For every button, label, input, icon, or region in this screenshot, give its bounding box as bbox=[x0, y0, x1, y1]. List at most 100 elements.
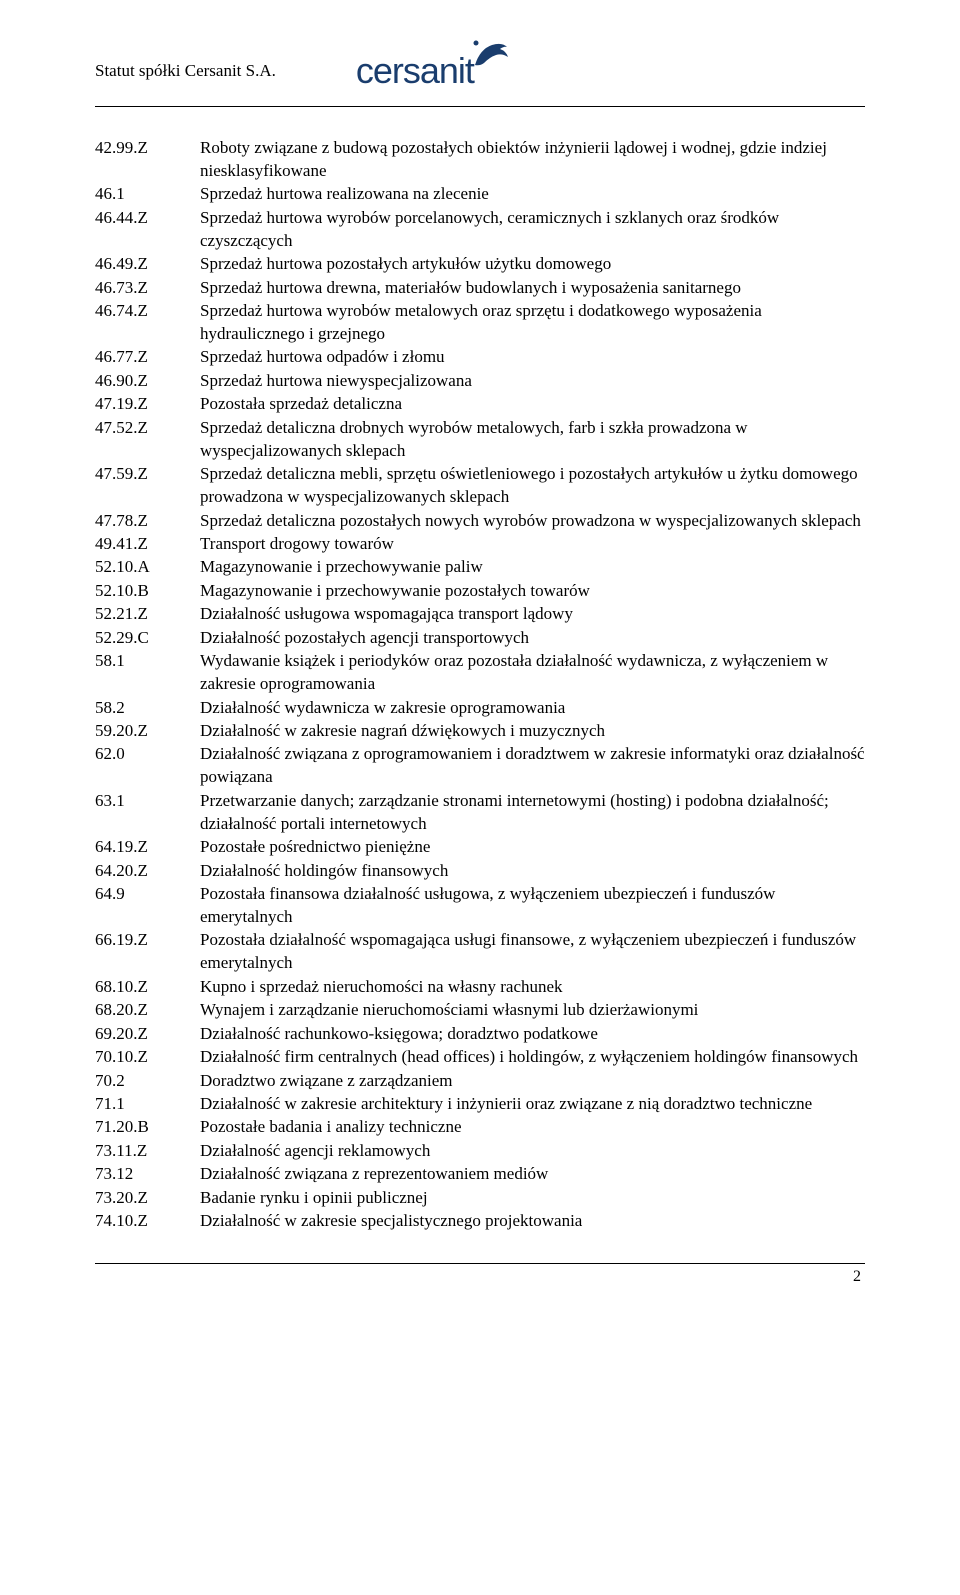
list-item: 71.20.BPozostałe badania i analizy techn… bbox=[95, 1116, 865, 1139]
list-item: 71.1Działalność w zakresie architektury … bbox=[95, 1093, 865, 1116]
list-item: 68.20.ZWynajem i zarządzanie nieruchomoś… bbox=[95, 999, 865, 1022]
activity-code: 42.99.Z bbox=[95, 137, 200, 160]
list-item: 46.90.ZSprzedaż hurtowa niewyspecjalizow… bbox=[95, 370, 865, 393]
activity-code: 64.9 bbox=[95, 883, 200, 906]
list-item: 59.20.ZDziałalność w zakresie nagrań dźw… bbox=[95, 720, 865, 743]
activity-code: 68.20.Z bbox=[95, 999, 200, 1022]
list-item: 63.1Przetwarzanie danych; zarządzanie st… bbox=[95, 790, 865, 836]
activity-code: 47.52.Z bbox=[95, 417, 200, 440]
activity-description: Działalność wydawnicza w zakresie oprogr… bbox=[200, 697, 865, 720]
activity-description: Kupno i sprzedaż nieruchomości na własny… bbox=[200, 976, 865, 999]
activity-code: 47.78.Z bbox=[95, 510, 200, 533]
activity-code: 73.12 bbox=[95, 1163, 200, 1186]
activity-code: 46.49.Z bbox=[95, 253, 200, 276]
activity-code: 69.20.Z bbox=[95, 1023, 200, 1046]
activity-description: Pozostała działalność wspomagająca usług… bbox=[200, 929, 865, 975]
list-item: 46.49.ZSprzedaż hurtowa pozostałych arty… bbox=[95, 253, 865, 276]
list-item: 64.20.ZDziałalność holdingów finansowych bbox=[95, 860, 865, 883]
list-item: 47.52.ZSprzedaż detaliczna drobnych wyro… bbox=[95, 417, 865, 463]
list-item: 70.10.ZDziałalność firm centralnych (hea… bbox=[95, 1046, 865, 1069]
list-item: 47.19.ZPozostała sprzedaż detaliczna bbox=[95, 393, 865, 416]
activity-code: 71.1 bbox=[95, 1093, 200, 1116]
page-number: 2 bbox=[95, 1268, 865, 1286]
footer-divider bbox=[95, 1263, 865, 1264]
page-header: Statut spółki Cersanit S.A. cersanit bbox=[95, 50, 865, 100]
list-item: 73.11.ZDziałalność agencji reklamowych bbox=[95, 1140, 865, 1163]
activity-description: Magazynowanie i przechowywanie paliw bbox=[200, 556, 865, 579]
activity-description: Działalność w zakresie nagrań dźwiękowyc… bbox=[200, 720, 865, 743]
activity-description: Transport drogowy towarów bbox=[200, 533, 865, 556]
activity-description: Pozostała finansowa działalność usługowa… bbox=[200, 883, 865, 929]
activity-code: 70.10.Z bbox=[95, 1046, 200, 1069]
activity-description: Sprzedaż hurtowa wyrobów porcelanowych, … bbox=[200, 207, 865, 253]
activity-description: Roboty związane z budową pozostałych obi… bbox=[200, 137, 865, 183]
list-item: 52.29.CDziałalność pozostałych agencji t… bbox=[95, 627, 865, 650]
activity-code: 47.19.Z bbox=[95, 393, 200, 416]
list-item: 74.10.ZDziałalność w zakresie specjalist… bbox=[95, 1210, 865, 1233]
list-item: 46.74.ZSprzedaż hurtowa wyrobów metalowy… bbox=[95, 300, 865, 346]
activity-description: Sprzedaż hurtowa wyrobów metalowych oraz… bbox=[200, 300, 865, 346]
list-item: 52.21.ZDziałalność usługowa wspomagająca… bbox=[95, 603, 865, 626]
activity-description: Sprzedaż hurtowa drewna, materiałów budo… bbox=[200, 277, 865, 300]
activity-description: Działalność w zakresie architektury i in… bbox=[200, 1093, 865, 1116]
activity-code: 63.1 bbox=[95, 790, 200, 813]
activity-code: 46.1 bbox=[95, 183, 200, 206]
list-item: 47.59.ZSprzedaż detaliczna mebli, sprzęt… bbox=[95, 463, 865, 509]
activity-description: Działalność usługowa wspomagająca transp… bbox=[200, 603, 865, 626]
activity-description: Sprzedaż detaliczna mebli, sprzętu oświe… bbox=[200, 463, 865, 509]
list-item: 58.1Wydawanie książek i periodyków oraz … bbox=[95, 650, 865, 696]
list-item: 73.20.ZBadanie rynku i opinii publicznej bbox=[95, 1187, 865, 1210]
activity-description: Wynajem i zarządzanie nieruchomościami w… bbox=[200, 999, 865, 1022]
activity-code: 46.74.Z bbox=[95, 300, 200, 323]
activity-code: 64.19.Z bbox=[95, 836, 200, 859]
activity-code: 46.90.Z bbox=[95, 370, 200, 393]
activity-description: Działalność w zakresie specjalistycznego… bbox=[200, 1210, 865, 1233]
activity-code: 58.1 bbox=[95, 650, 200, 673]
activity-code: 52.10.A bbox=[95, 556, 200, 579]
activity-description: Magazynowanie i przechowywanie pozostały… bbox=[200, 580, 865, 603]
activity-code: 70.2 bbox=[95, 1070, 200, 1093]
header-divider bbox=[95, 106, 865, 107]
activity-code: 46.73.Z bbox=[95, 277, 200, 300]
activity-code: 74.10.Z bbox=[95, 1210, 200, 1233]
activity-description: Sprzedaż detaliczna pozostałych nowych w… bbox=[200, 510, 865, 533]
activity-description: Pozostała sprzedaż detaliczna bbox=[200, 393, 865, 416]
activity-code: 52.10.B bbox=[95, 580, 200, 603]
company-logo: cersanit bbox=[356, 50, 514, 92]
activity-code: 73.20.Z bbox=[95, 1187, 200, 1210]
document-page: Statut spółki Cersanit S.A. cersanit 42.… bbox=[0, 0, 960, 1595]
activity-code: 62.0 bbox=[95, 743, 200, 766]
logo-text: cersanit bbox=[356, 50, 474, 92]
list-item: 49.41.ZTransport drogowy towarów bbox=[95, 533, 865, 556]
activity-code: 52.21.Z bbox=[95, 603, 200, 626]
list-item: 46.1Sprzedaż hurtowa realizowana na zlec… bbox=[95, 183, 865, 206]
list-item: 47.78.ZSprzedaż detaliczna pozostałych n… bbox=[95, 510, 865, 533]
activity-description: Działalność pozostałych agencji transpor… bbox=[200, 627, 865, 650]
activity-code: 52.29.C bbox=[95, 627, 200, 650]
list-item: 46.73.ZSprzedaż hurtowa drewna, materiał… bbox=[95, 277, 865, 300]
activity-code: 71.20.B bbox=[95, 1116, 200, 1139]
activity-description: Sprzedaż hurtowa odpadów i złomu bbox=[200, 346, 865, 369]
list-item: 64.9Pozostała finansowa działalność usłu… bbox=[95, 883, 865, 929]
activity-description: Sprzedaż detaliczna drobnych wyrobów met… bbox=[200, 417, 865, 463]
activity-code-list: 42.99.ZRoboty związane z budową pozostał… bbox=[95, 137, 865, 1233]
activity-code: 68.10.Z bbox=[95, 976, 200, 999]
list-item: 73.12Działalność związana z reprezentowa… bbox=[95, 1163, 865, 1186]
list-item: 58.2Działalność wydawnicza w zakresie op… bbox=[95, 697, 865, 720]
activity-description: Wydawanie książek i periodyków oraz pozo… bbox=[200, 650, 865, 696]
activity-description: Badanie rynku i opinii publicznej bbox=[200, 1187, 865, 1210]
list-item: 66.19.ZPozostała działalność wspomagając… bbox=[95, 929, 865, 975]
activity-code: 47.59.Z bbox=[95, 463, 200, 486]
activity-description: Działalność związana z oprogramowaniem i… bbox=[200, 743, 865, 789]
activity-code: 49.41.Z bbox=[95, 533, 200, 556]
activity-description: Działalność holdingów finansowych bbox=[200, 860, 865, 883]
activity-description: Pozostałe badania i analizy techniczne bbox=[200, 1116, 865, 1139]
activity-description: Działalność agencji reklamowych bbox=[200, 1140, 865, 1163]
list-item: 46.77.ZSprzedaż hurtowa odpadów i złomu bbox=[95, 346, 865, 369]
list-item: 64.19.ZPozostałe pośrednictwo pieniężne bbox=[95, 836, 865, 859]
activity-description: Sprzedaż hurtowa realizowana na zlecenie bbox=[200, 183, 865, 206]
header-title: Statut spółki Cersanit S.A. bbox=[95, 61, 276, 81]
list-item: 46.44.ZSprzedaż hurtowa wyrobów porcelan… bbox=[95, 207, 865, 253]
dolphin-icon bbox=[472, 39, 510, 74]
activity-description: Działalność związana z reprezentowaniem … bbox=[200, 1163, 865, 1186]
